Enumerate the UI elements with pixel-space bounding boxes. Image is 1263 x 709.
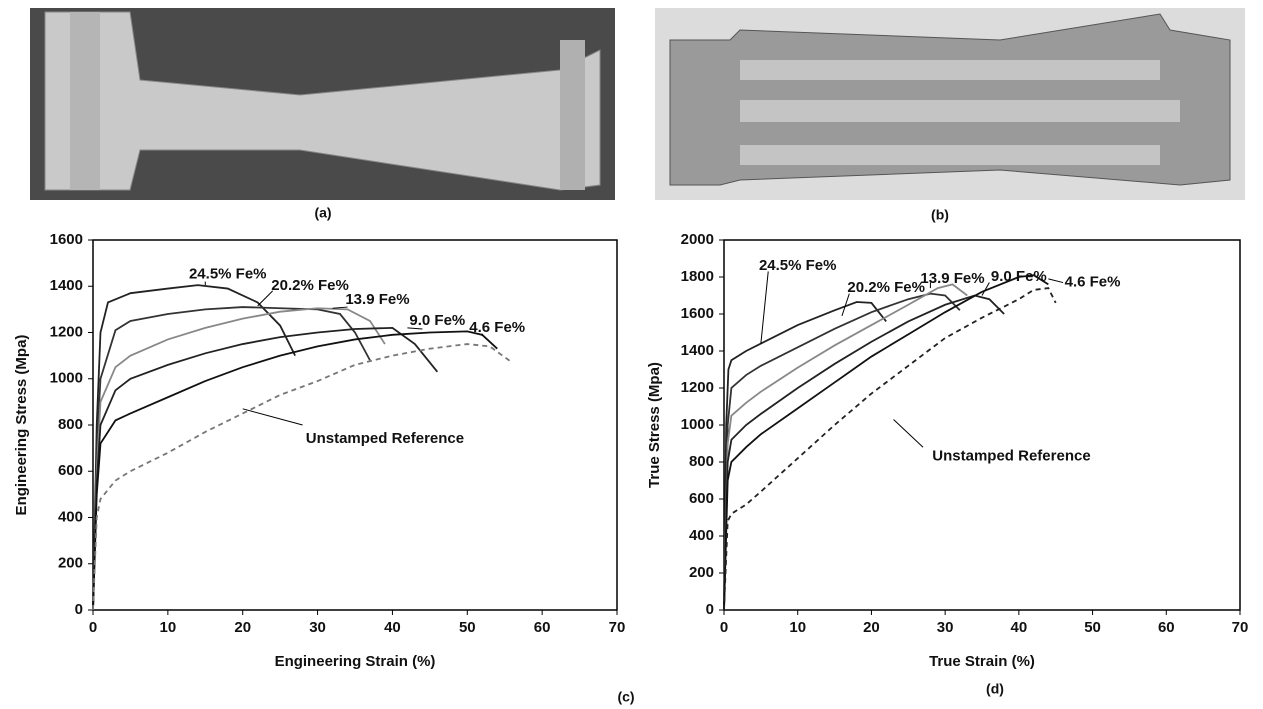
y-tick-label: 1600	[50, 231, 83, 248]
x-tick-label: 30	[937, 619, 954, 636]
series-label: 13.9 Fe%	[920, 270, 984, 287]
x-axis-label: True Strain (%)	[929, 653, 1035, 670]
y-tick-label: 200	[689, 564, 714, 581]
x-tick-label: 60	[1158, 619, 1175, 636]
line-series	[723, 287, 1057, 611]
label-leader	[407, 327, 423, 330]
y-tick-label: 0	[75, 601, 83, 618]
series-label: 4.6 Fe%	[469, 319, 525, 336]
series-label: 24.5% Fe%	[189, 266, 267, 283]
series-label: 9.0 Fe%	[409, 312, 465, 329]
x-axis-label: Engineering Strain (%)	[275, 653, 436, 670]
y-tick-label: 1400	[50, 277, 83, 294]
x-tick-label: 40	[1011, 619, 1028, 636]
x-tick-label: 50	[459, 619, 476, 636]
y-tick-label: 1200	[681, 379, 714, 396]
series-label: 20.2% Fe%	[847, 279, 925, 296]
x-tick-label: 30	[309, 619, 326, 636]
photo-a: (a)	[30, 8, 615, 221]
photo-b: (b)	[655, 8, 1245, 223]
y-tick-label: 1200	[50, 323, 83, 340]
x-tick-label: 70	[609, 619, 626, 636]
x-tick-label: 0	[89, 619, 97, 636]
y-tick-label: 400	[58, 508, 83, 525]
line-series	[92, 284, 296, 611]
label-leader	[257, 290, 274, 307]
x-tick-label: 60	[534, 619, 551, 636]
series-label: 4.6 Fe%	[1065, 274, 1121, 291]
y-tick-label: 1000	[681, 416, 714, 433]
series-label: Unstamped Reference	[932, 447, 1090, 464]
label-leader	[760, 271, 769, 344]
line-series	[92, 306, 371, 611]
x-tick-label: 40	[384, 619, 401, 636]
line-series	[92, 307, 386, 611]
label-leader	[893, 419, 924, 448]
y-tick-label: 0	[706, 601, 714, 618]
label-leader	[242, 408, 303, 426]
line-series	[92, 326, 439, 611]
line-series	[723, 301, 887, 611]
x-tick-label: 50	[1084, 619, 1101, 636]
y-tick-label: 600	[58, 462, 83, 479]
x-tick-label: 20	[863, 619, 880, 636]
line-series	[723, 283, 968, 611]
y-tick-label: 1600	[681, 305, 714, 322]
x-tick-label: 0	[720, 619, 728, 636]
line-series	[723, 274, 1049, 611]
x-tick-label: 70	[1232, 619, 1249, 636]
line-series	[723, 292, 961, 611]
label-leader	[981, 282, 990, 296]
y-axis-label: True Stress (Mpa)	[646, 362, 663, 488]
label-leader	[332, 306, 348, 309]
chart-caption: (d)	[986, 681, 1004, 697]
x-tick-label: 20	[234, 619, 251, 636]
y-tick-label: 200	[58, 555, 83, 572]
series-label: 20.2% Fe%	[271, 277, 349, 294]
y-tick-label: 1800	[681, 268, 714, 285]
line-series	[92, 343, 513, 611]
photo-caption: (b)	[931, 207, 949, 223]
chart-caption: (c)	[617, 689, 634, 705]
y-tick-label: 400	[689, 527, 714, 544]
series-label: Unstamped Reference	[306, 430, 464, 447]
y-tick-label: 1400	[681, 342, 714, 359]
y-tick-label: 800	[689, 453, 714, 470]
photo-caption: (a)	[314, 205, 331, 221]
series-label: 13.9 Fe%	[345, 291, 409, 308]
y-tick-label: 600	[689, 490, 714, 507]
y-tick-label: 2000	[681, 231, 714, 248]
y-tick-label: 1000	[50, 370, 83, 387]
line-series	[92, 330, 498, 611]
x-tick-label: 10	[789, 619, 806, 636]
y-axis-label: Engineering Stress (Mpa)	[13, 335, 30, 516]
label-leader	[841, 293, 850, 317]
label-leader	[1048, 278, 1064, 284]
x-tick-label: 10	[160, 619, 177, 636]
y-tick-label: 800	[58, 416, 83, 433]
series-label: 24.5% Fe%	[759, 257, 837, 274]
